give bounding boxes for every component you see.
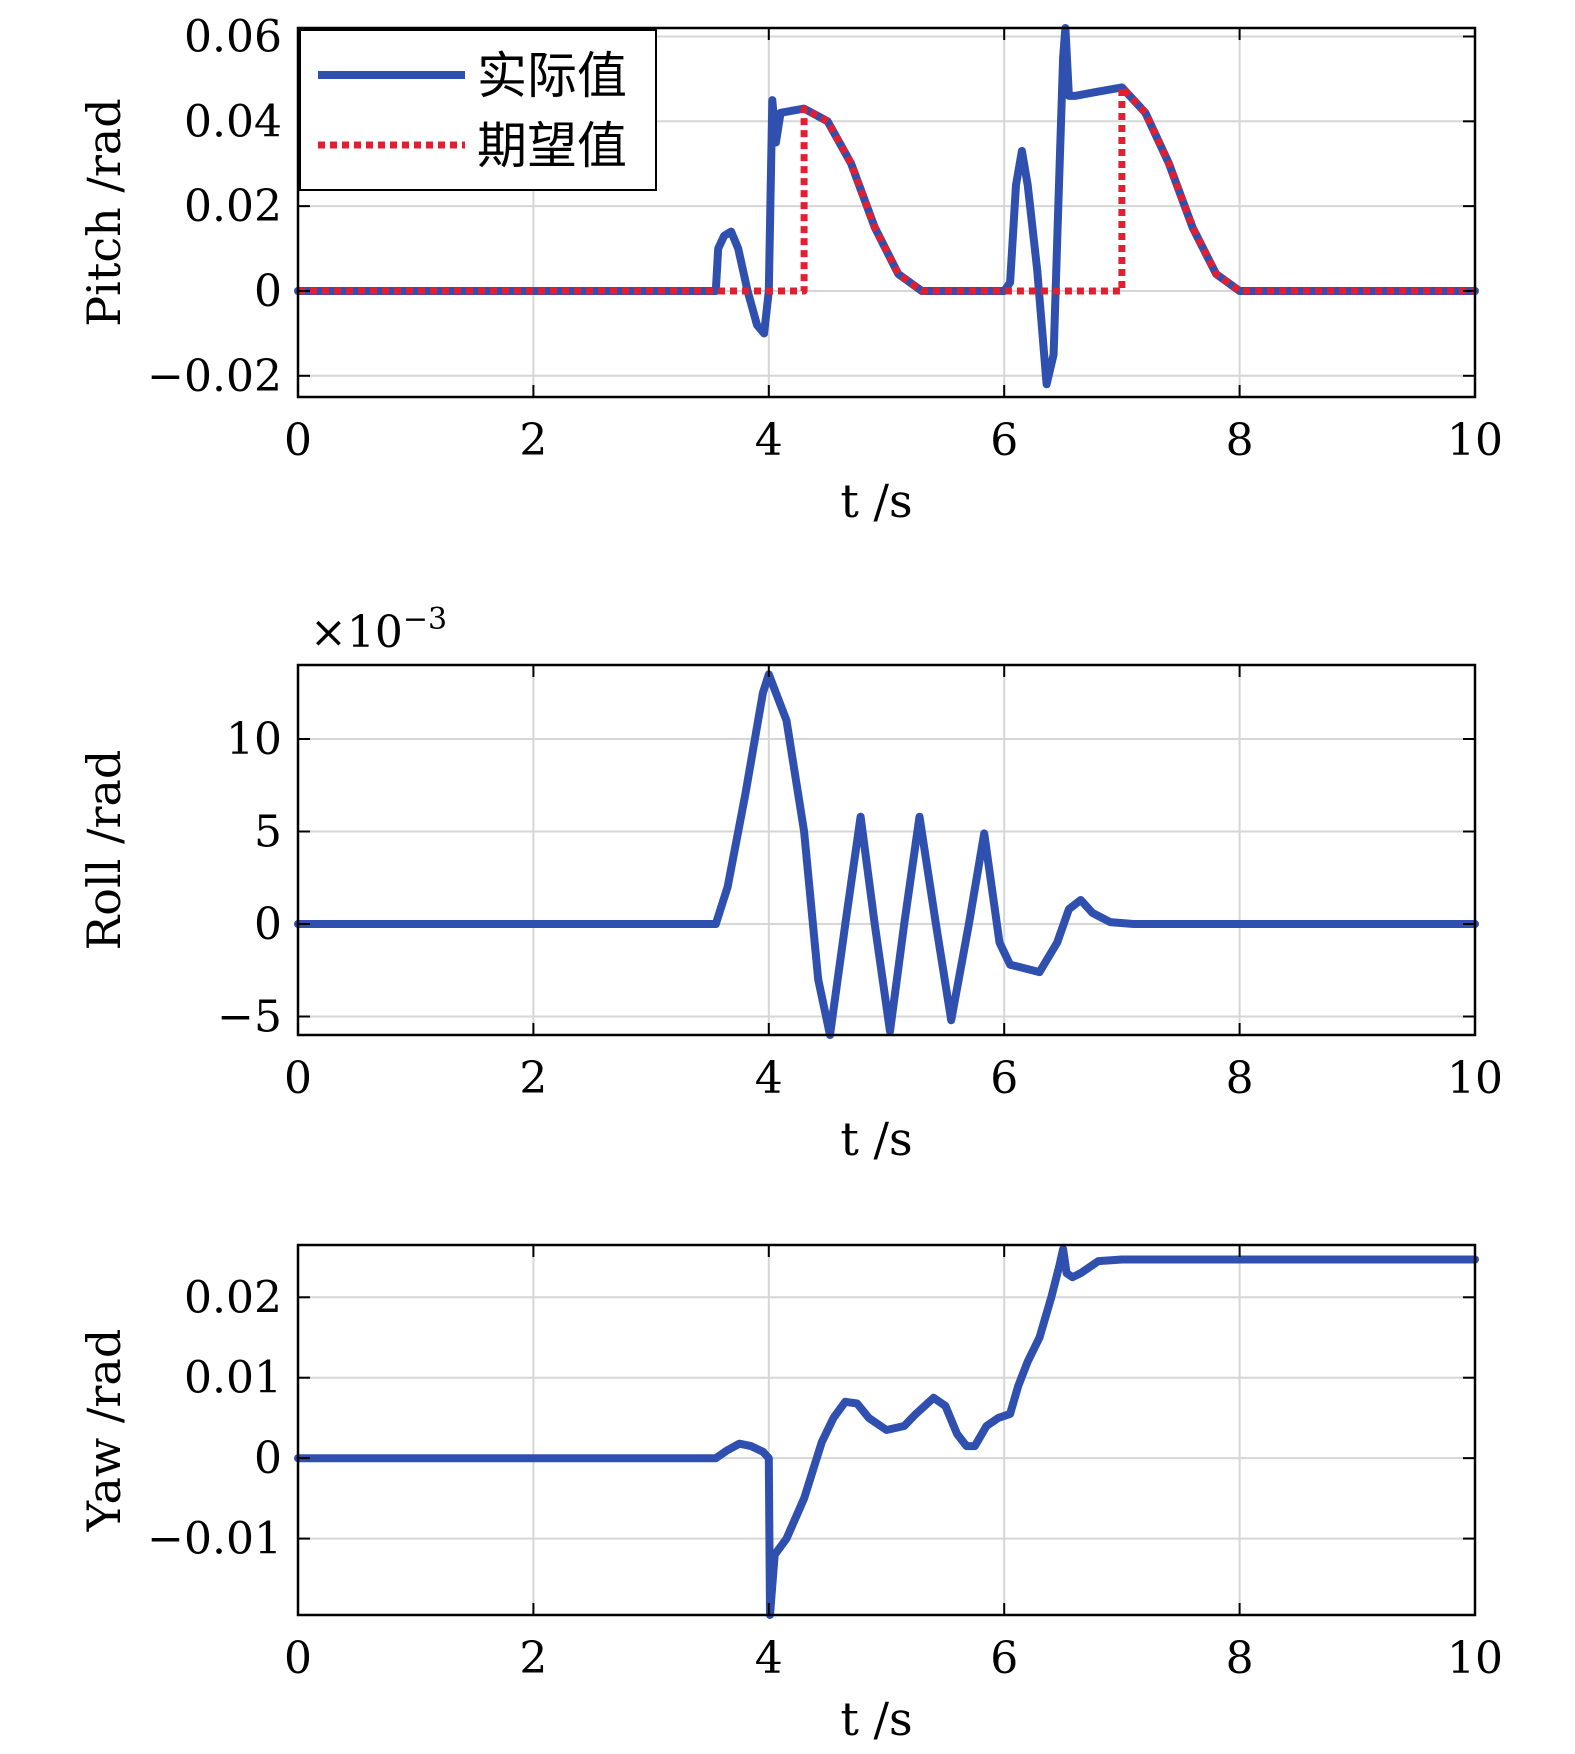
axes-box (296, 663, 1477, 1037)
y-tick-label: −0.01 (147, 1514, 282, 1565)
x-tick-label: 0 (284, 1053, 312, 1104)
x-axis-label: t /s (840, 1692, 912, 1746)
x-tick-label: 10 (1447, 1053, 1503, 1104)
exponent-label: ×10−3 (310, 602, 447, 658)
y-tick-label: 0.06 (184, 11, 282, 62)
legend-box (299, 29, 657, 191)
x-tick-label: 4 (755, 1633, 783, 1684)
x-tick-label: 2 (519, 1053, 547, 1104)
x-tick-label: 8 (1226, 1633, 1254, 1684)
exponent-power: −3 (403, 602, 447, 637)
x-tick-label: 4 (755, 1053, 783, 1104)
legend-label-1: 期望值 (477, 117, 627, 175)
x-tick-label: 8 (1226, 415, 1254, 466)
y-tick-label: 5 (254, 807, 282, 858)
y-tick-label: 0 (254, 899, 282, 950)
x-tick-label: 0 (284, 415, 312, 466)
x-tick-label: 6 (990, 1053, 1018, 1104)
y-tick-label: 0.02 (184, 181, 282, 232)
series-line-1 (298, 83, 1475, 295)
y-tick-label: 0.04 (184, 96, 282, 147)
axes-box (296, 1243, 1477, 1617)
axes-box (296, 26, 1477, 399)
x-tick-label: 4 (755, 415, 783, 466)
y-tick-label: −0.02 (147, 351, 282, 402)
y-tick-label: 0.02 (184, 1272, 282, 1323)
x-tick-label: 6 (990, 415, 1018, 466)
x-axis-label: t /s (840, 474, 912, 528)
legend-label-0: 实际值 (477, 47, 627, 105)
y-tick-label: −5 (217, 992, 282, 1043)
series-line-0 (294, 24, 1479, 389)
plot-area (298, 665, 1475, 1035)
x-tick-label: 6 (990, 1633, 1018, 1684)
y-tick-label: 0 (254, 266, 282, 317)
y-axis-label: Pitch /rad (77, 98, 131, 327)
yaw-chart: 0 2 4 6 8 10 −0.01 0 0.01 0.02 t /s Yaw /rad (77, 1243, 1503, 1746)
y-tick-label: 10 (226, 714, 282, 765)
x-tick-label: 2 (519, 1633, 547, 1684)
y-axis-label: Yaw /rad (77, 1329, 131, 1533)
y-tick-label: 0.01 (184, 1353, 282, 1404)
x-tick-label: 10 (1447, 1633, 1503, 1684)
x-tick-label: 10 (1447, 415, 1503, 466)
x-tick-label: 8 (1226, 1053, 1254, 1104)
x-tick-label: 2 (519, 415, 547, 466)
y-axis-label: Roll /rad (77, 750, 131, 951)
y-tick-label: 0 (254, 1433, 282, 1484)
x-axis-label: t /s (840, 1112, 912, 1166)
series-line-0 (294, 1245, 1479, 1619)
x-tick-label: 0 (284, 1633, 312, 1684)
